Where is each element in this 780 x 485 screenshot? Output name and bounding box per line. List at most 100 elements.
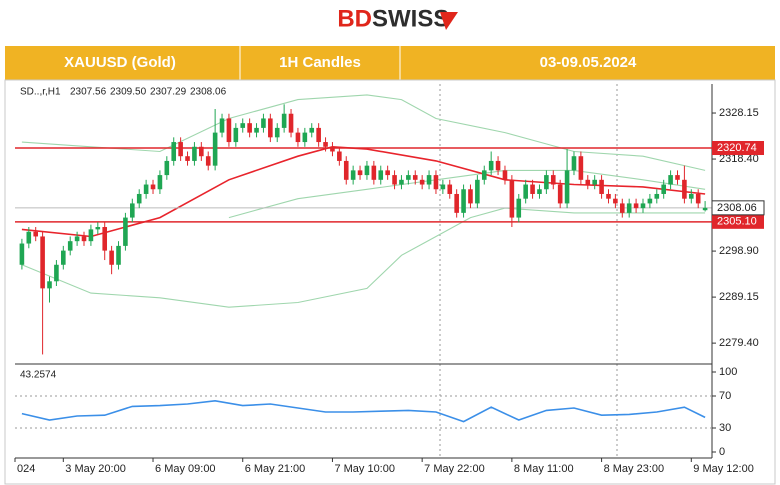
logo: BD SWISS (337, 5, 458, 32)
candle-body (192, 146, 197, 161)
candle-body (116, 245, 121, 265)
candle-body (426, 175, 432, 185)
candle-body (219, 118, 225, 133)
candle-body (212, 132, 218, 166)
candle-body (47, 281, 52, 289)
candle-body (185, 156, 190, 161)
x-tick-label: 8 May 23:00 (604, 463, 665, 475)
candle-body (54, 264, 59, 282)
candle-body (19, 243, 25, 265)
candle-body (468, 189, 473, 204)
symbol-cell: XAUUSD (Gold) (64, 54, 176, 71)
x-tick-label: 7 May 22:00 (424, 463, 485, 475)
date-cell: 03-09.05.2024 (540, 54, 637, 71)
candle-body (537, 189, 542, 194)
candle-body (406, 175, 411, 180)
candle-body (109, 250, 114, 265)
candle-body (281, 113, 287, 128)
candle-body (564, 170, 570, 204)
candle-body (488, 160, 494, 171)
candle-body (647, 198, 653, 204)
candle-body (461, 189, 466, 213)
candle-body (40, 236, 45, 289)
ohlc-info: 2309.50 (110, 87, 147, 98)
candle-body (454, 193, 459, 213)
candle-body (67, 241, 73, 251)
level-label: 2320.74 (717, 142, 757, 154)
candle-body (199, 146, 204, 157)
candle-body (164, 160, 170, 176)
candle-body (509, 179, 515, 218)
candle-body (205, 156, 211, 166)
candle-body (695, 193, 701, 204)
candle-body (150, 184, 156, 190)
candle-body (688, 193, 694, 199)
candle-body (123, 217, 128, 246)
candle-body (130, 203, 135, 218)
timeframe-cell: 1H Candles (279, 54, 361, 71)
last-price-label: 2308.06 (717, 202, 757, 214)
candle-body (606, 193, 611, 199)
candle-body (316, 127, 321, 143)
candle-body (440, 184, 446, 190)
candle-body (247, 123, 252, 133)
candle-body (433, 175, 439, 190)
candle-body (385, 170, 390, 176)
chart-frame (4, 79, 776, 485)
brand-bd: BD (337, 5, 372, 32)
candle-body (682, 179, 687, 199)
candle-body (668, 175, 673, 185)
candle-body (254, 127, 259, 133)
candle-body (585, 179, 591, 185)
candle-body (295, 132, 301, 143)
rsi-tick-label: 70 (719, 390, 731, 402)
rsi-tick-label: 0 (719, 446, 725, 458)
candle-body (557, 184, 563, 204)
candle-body (392, 175, 397, 185)
candle-body (33, 231, 39, 237)
candle-body (592, 179, 597, 185)
candle-body (578, 156, 584, 180)
candle-body (613, 198, 618, 204)
candle-body (343, 160, 349, 180)
level-label: 2305.10 (717, 216, 757, 228)
candle-body (378, 170, 384, 180)
candle-body (330, 146, 335, 152)
candle-body (157, 175, 163, 190)
candle-body (233, 127, 239, 143)
candle-body (288, 113, 294, 133)
y-tick-label: 2298.90 (719, 245, 759, 257)
y-tick-label: 2279.40 (719, 337, 759, 349)
candle-body (419, 179, 425, 185)
candle-body (102, 227, 108, 251)
candle-body (268, 118, 273, 138)
candle-body (309, 127, 315, 133)
indicator-line (21, 94, 706, 171)
candle-body (502, 170, 508, 180)
candle-body (323, 142, 328, 147)
candle-body (95, 227, 101, 230)
ohlc-info: 2308.06 (190, 87, 227, 98)
x-tick-label: 8 May 11:00 (514, 463, 574, 475)
candle-body (240, 123, 246, 128)
rsi-line (21, 399, 706, 423)
candle-body (516, 198, 522, 218)
candle-body (399, 179, 404, 185)
candle-body (88, 229, 94, 242)
candle-body (619, 203, 625, 213)
candle-body (274, 127, 280, 138)
candle-body (61, 250, 66, 265)
candle-body (530, 184, 535, 194)
y-tick-label: 2289.15 (719, 291, 759, 303)
candle-body (171, 142, 177, 161)
candle-body (364, 165, 370, 176)
candle-body (523, 184, 528, 199)
candle-body (599, 179, 604, 194)
candle-body (654, 193, 660, 199)
x-tick-label: 7 May 10:00 (334, 463, 395, 475)
rsi-tick-label: 30 (719, 422, 731, 434)
logo-arrow (440, 12, 458, 30)
candle-body (81, 236, 87, 242)
candle-body (475, 179, 480, 204)
